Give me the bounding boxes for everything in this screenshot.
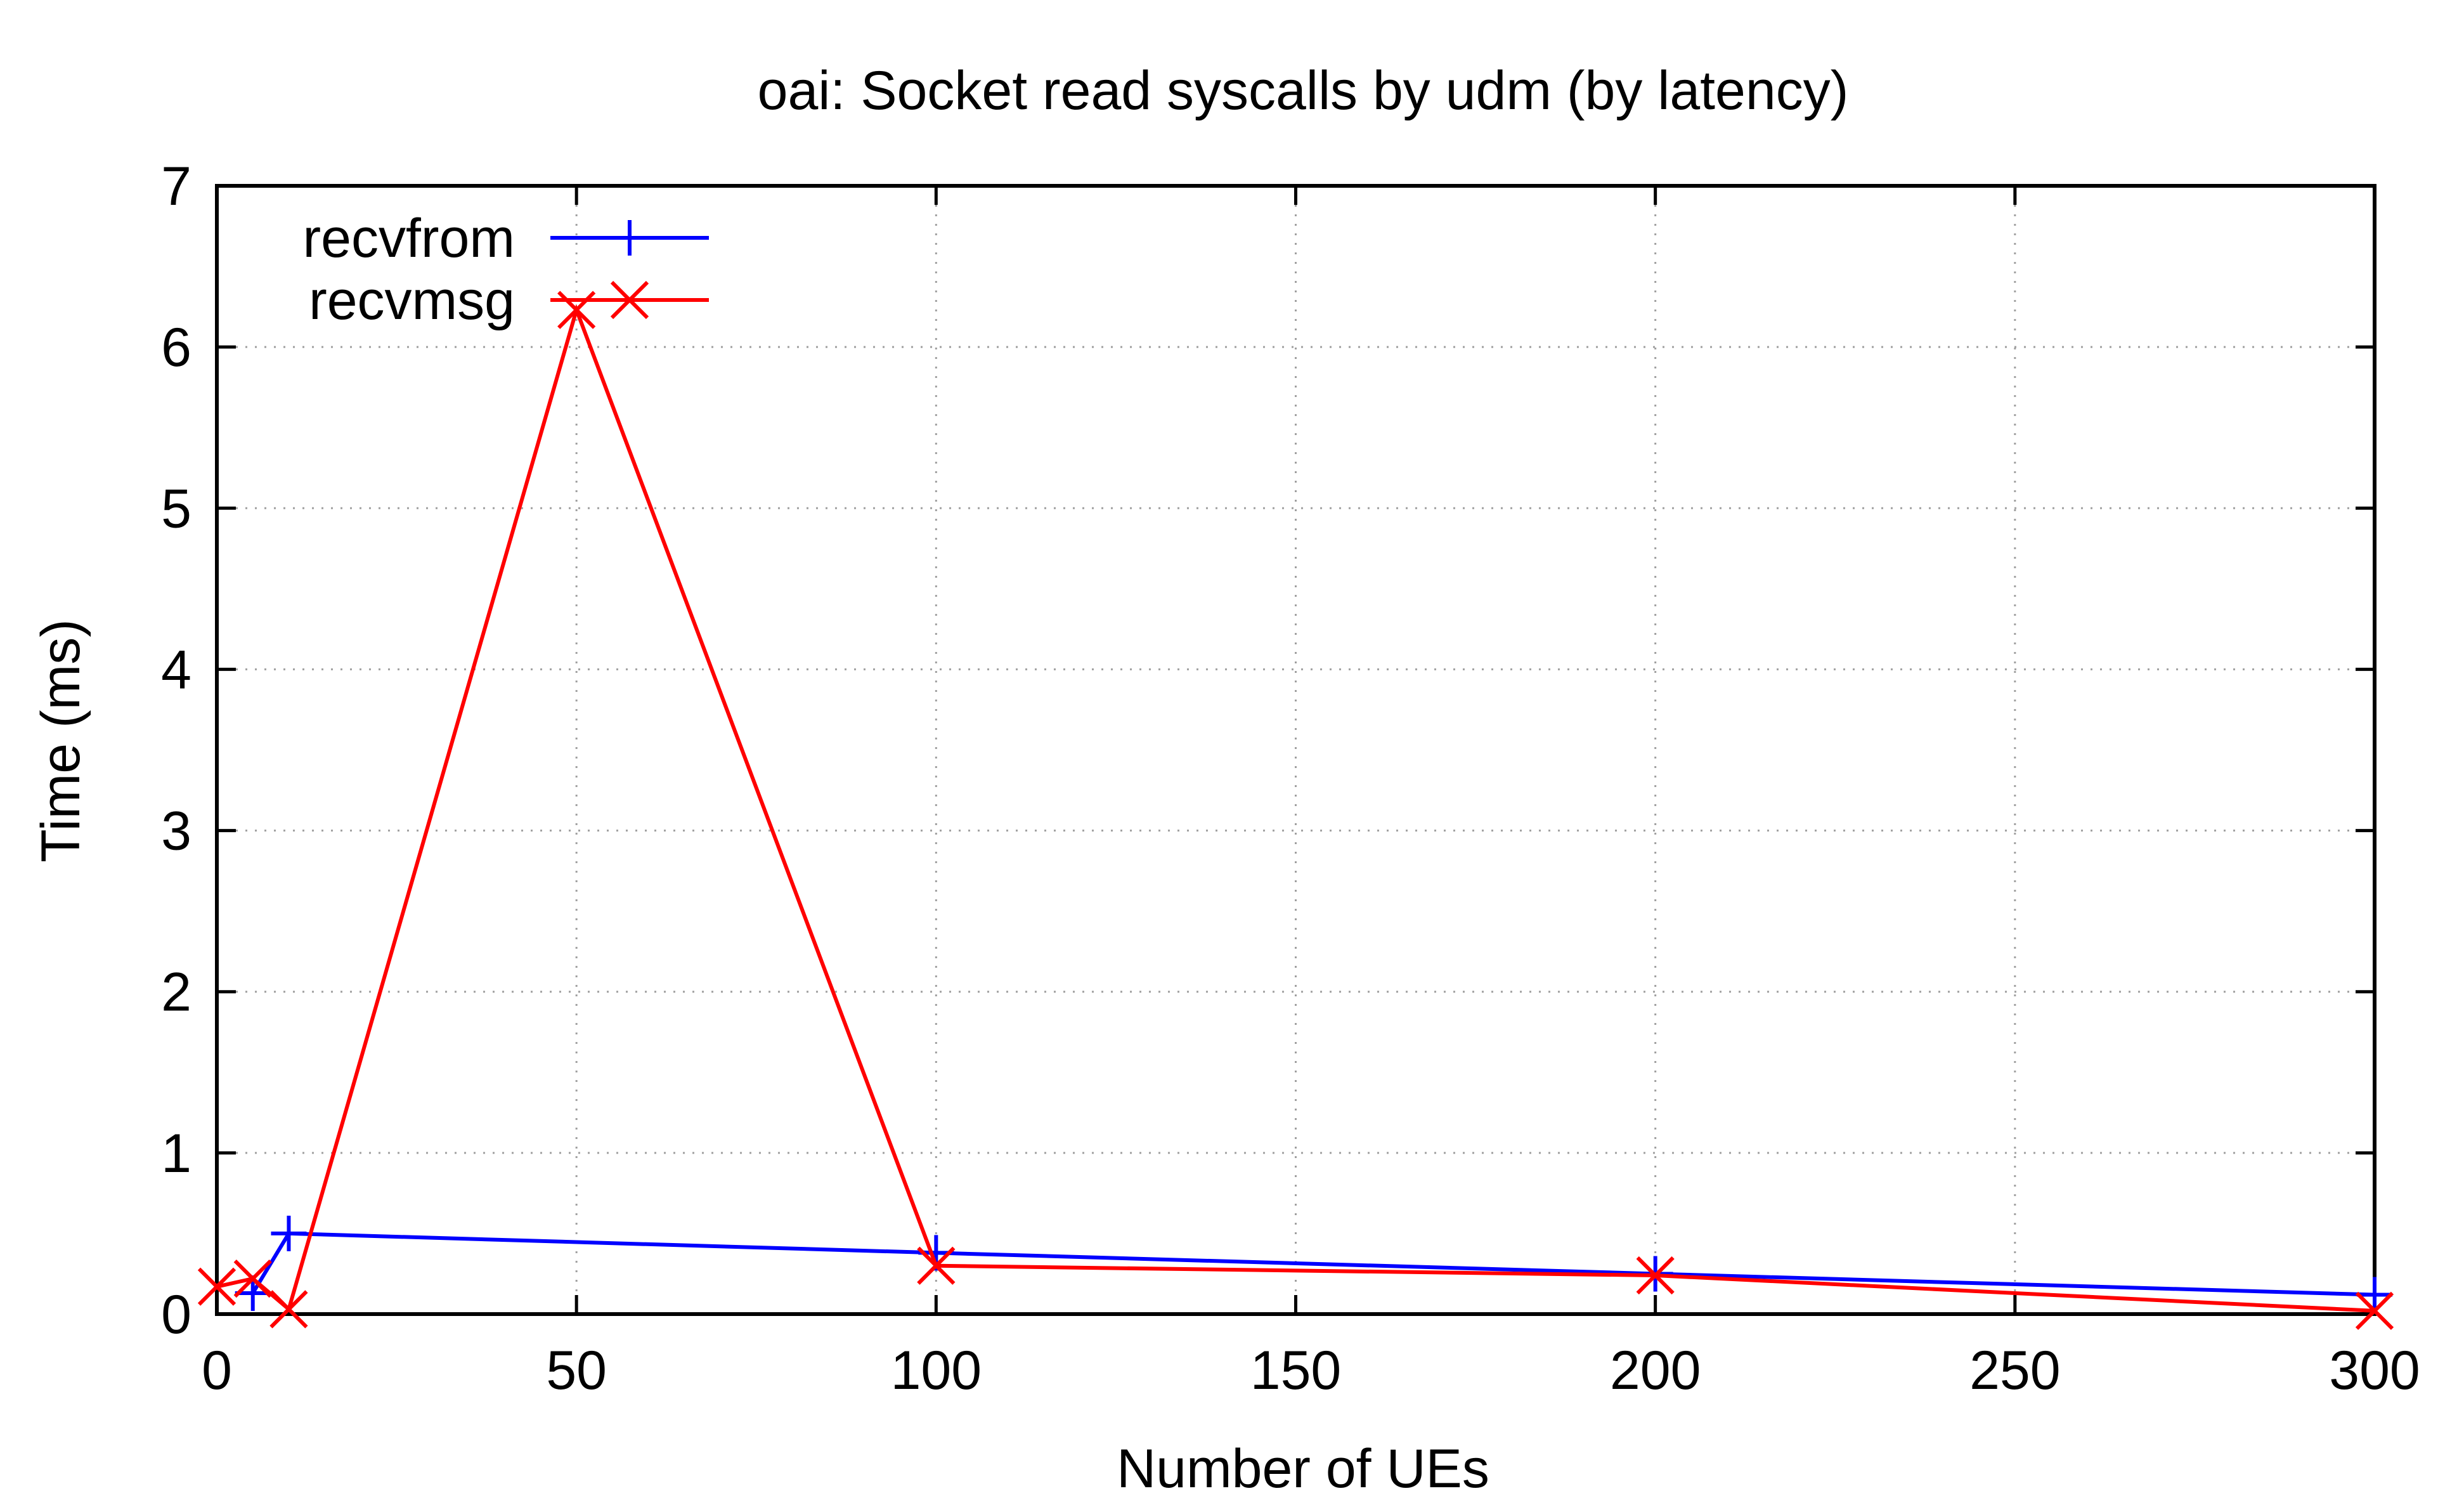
x-tick-label: 300 <box>2329 1340 2420 1401</box>
marker-stroke <box>917 1246 956 1285</box>
data-point-recvmsg <box>269 1290 308 1329</box>
x-tick-label: 100 <box>891 1340 982 1401</box>
y-tick-label: 2 <box>161 962 191 1023</box>
x-tick-label: 50 <box>546 1340 607 1401</box>
data-point-recvfrom <box>271 1215 307 1251</box>
y-tick-label: 5 <box>161 478 191 539</box>
y-tick-label: 3 <box>161 801 191 862</box>
marker-stroke <box>197 1267 237 1306</box>
chart-title: oai: Socket read syscalls by udm (by lat… <box>758 60 1849 121</box>
y-tick-label: 0 <box>161 1284 191 1345</box>
x-tick-label: 200 <box>1610 1340 1701 1401</box>
x-tick-label: 150 <box>1250 1340 1342 1401</box>
data-point-recvmsg <box>2355 1291 2394 1331</box>
marker-stroke <box>610 280 649 320</box>
grid-lines <box>217 186 2375 1314</box>
marker-stroke <box>269 1290 308 1329</box>
y-tick-label: 4 <box>161 639 191 700</box>
x-tick-label: 250 <box>1969 1340 2061 1401</box>
tick-labels: 0 50 100 150 200 250 300 0 1 2 3 4 5 6 7 <box>161 156 2420 1401</box>
y-axis-label: Time (ms) <box>30 619 91 863</box>
data-point-recvmsg <box>233 1259 272 1298</box>
data-point-recvmsg <box>1636 1256 1675 1295</box>
legend-entry-recvmsg: recvmsg <box>309 270 709 331</box>
x-tick-label: 0 <box>202 1340 232 1401</box>
legend-entry-recvfrom: recvfrom <box>303 208 709 269</box>
data-point-recvmsg <box>917 1246 956 1285</box>
legend-marker <box>612 220 647 256</box>
marker-stroke <box>2355 1291 2394 1331</box>
legend-label: recvmsg <box>309 270 515 331</box>
data-series <box>197 290 2394 1331</box>
x-axis-label: Number of UEs <box>1117 1438 1489 1498</box>
legend-marker <box>610 280 649 320</box>
y-tick-label: 1 <box>161 1123 191 1184</box>
marker-stroke <box>1636 1256 1675 1295</box>
y-tick-label: 7 <box>161 156 191 217</box>
y-tick-label: 6 <box>161 317 191 378</box>
axes <box>215 184 2376 1316</box>
legend-label: recvfrom <box>303 208 515 269</box>
data-point-recvfrom <box>2357 1277 2392 1313</box>
marker-stroke <box>233 1259 272 1298</box>
plot-frame <box>215 184 2376 1316</box>
data-point-recvmsg <box>197 1267 237 1306</box>
